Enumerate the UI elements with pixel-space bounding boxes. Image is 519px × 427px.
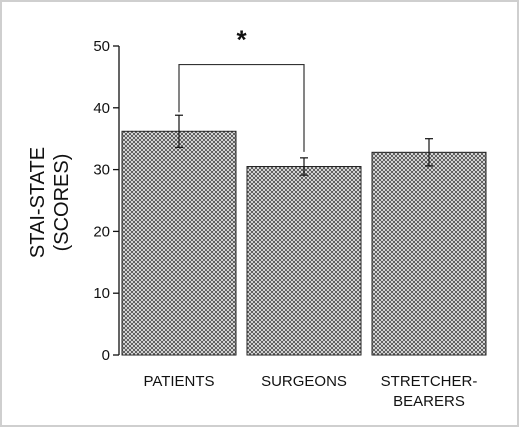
category-labels: PATIENTS SURGEONS STRETCHER- BEARERS [143, 373, 477, 410]
significance-bracket: * [178, 25, 305, 152]
category-label-line: STRETCHER- [381, 373, 478, 390]
y-tick-label: 30 [93, 162, 110, 179]
error-bars [175, 114, 433, 176]
significance-star: * [236, 25, 247, 55]
bar-stretcher-bearers [371, 151, 487, 356]
bars [121, 130, 487, 356]
category-label: SURGEONS [261, 373, 347, 390]
category-label-line: PATIENTS [143, 373, 214, 390]
category-label: PATIENTS [143, 373, 214, 390]
category-label: STRETCHER- BEARERS [381, 373, 478, 410]
bar-patients [121, 130, 237, 356]
bar-surgeons [246, 166, 362, 356]
y-axis-label: STAI-STATE (SCORES) [27, 147, 73, 258]
y-tick-label: 10 [93, 285, 110, 302]
y-axis-title-line: (SCORES) [51, 154, 73, 252]
y-tick-label: 40 [93, 100, 110, 117]
y-tick-label: 0 [102, 347, 110, 364]
category-label-line: BEARERS [393, 393, 465, 410]
y-tick-label: 20 [93, 223, 110, 240]
significance-bracket-line [178, 63, 305, 152]
y-axis-title-line: STAI-STATE [27, 147, 49, 258]
y-axis: 0 10 20 30 40 50 [93, 38, 120, 364]
y-axis-title: STAI-STATE (SCORES) [27, 147, 73, 258]
category-label-line: SURGEONS [261, 373, 347, 390]
y-tick-label: 50 [93, 38, 110, 55]
